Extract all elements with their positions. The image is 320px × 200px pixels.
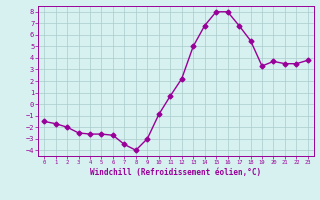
X-axis label: Windchill (Refroidissement éolien,°C): Windchill (Refroidissement éolien,°C) <box>91 168 261 177</box>
